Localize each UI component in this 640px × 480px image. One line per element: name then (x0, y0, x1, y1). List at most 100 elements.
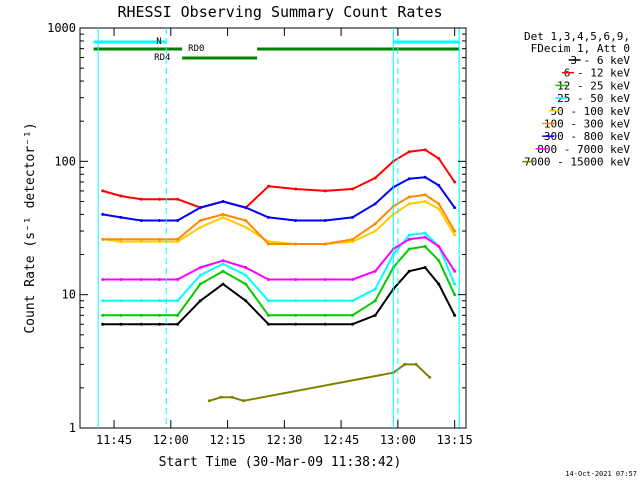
series-point (101, 237, 105, 241)
series-line (209, 363, 431, 402)
series-point (244, 265, 248, 269)
series-point (157, 237, 161, 241)
series-point (453, 206, 457, 210)
series-point (437, 282, 441, 286)
series-point (437, 157, 441, 161)
series-line (102, 245, 456, 317)
series-point (407, 237, 411, 241)
series-point (139, 299, 143, 303)
series-point (119, 194, 123, 198)
series-point (207, 399, 211, 403)
x-tick-label: 12:45 (323, 433, 359, 447)
series-point (157, 299, 161, 303)
series-line (102, 200, 456, 245)
series-point (437, 183, 441, 187)
legend-entry: 50 - 100 keV (551, 105, 631, 118)
series-point (157, 197, 161, 201)
series-line (102, 232, 456, 302)
x-tick-label: 12:00 (153, 433, 189, 447)
series-point (407, 269, 411, 273)
series-point (437, 244, 441, 248)
series-point (453, 180, 457, 184)
series-point (428, 375, 432, 379)
series-point (350, 299, 354, 303)
series-point (453, 313, 457, 317)
series-point (294, 322, 298, 326)
y-tick-label: 100 (54, 154, 76, 168)
series-point (198, 299, 202, 303)
timestamp: 14-Oct-2021 07:57 (565, 470, 637, 478)
series-point (294, 313, 298, 317)
series-point (423, 199, 427, 203)
series-point (266, 322, 270, 326)
series-point (323, 277, 327, 281)
series-point (350, 215, 354, 219)
series-point (437, 259, 441, 263)
legend-entry: 12 - 25 keV (557, 79, 630, 92)
series-point (423, 265, 427, 269)
series-point (244, 206, 248, 210)
vertical-lines (97, 28, 460, 428)
y-tick-label: 10 (62, 288, 76, 302)
series-line (102, 236, 456, 281)
legend-entry: 25 - 50 keV (557, 92, 630, 105)
series-point (221, 259, 225, 263)
series-point (221, 199, 225, 203)
series-point (350, 322, 354, 326)
series-point (198, 265, 202, 269)
status-bar-label: N (156, 37, 161, 47)
status-bar-label: RD0 (188, 44, 204, 54)
series-point (453, 233, 457, 237)
series-point (119, 313, 123, 317)
series-point (294, 187, 298, 191)
tick-layer: 1 10 100 1000 11:45 12:00 12:15 12:30 12:45 13:00… (47, 21, 473, 447)
series-point (221, 269, 225, 273)
series-point (244, 225, 248, 229)
series-point (221, 282, 225, 286)
series-point (266, 242, 270, 246)
series-point (350, 240, 354, 244)
series-point (230, 395, 234, 399)
legend-entry: 3 - 6 keV (570, 54, 630, 67)
series-point (176, 322, 180, 326)
series-point (373, 313, 377, 317)
series-point (101, 277, 105, 281)
x-tick-label: 13:15 (437, 433, 473, 447)
status-bar-label: RD4 (154, 53, 170, 63)
series-point (139, 237, 143, 241)
series-point (453, 269, 457, 273)
series-line (102, 176, 456, 222)
x-tick-label: 12:15 (210, 433, 246, 447)
series-point (198, 206, 202, 210)
series-point (176, 218, 180, 222)
series-point (139, 277, 143, 281)
legend-header-line-2: FDecim 1, Att 0 (531, 42, 630, 55)
plot-area (79, 27, 467, 429)
series-point (423, 148, 427, 152)
series-point (101, 212, 105, 216)
series-point (266, 184, 270, 188)
series-point (101, 299, 105, 303)
series-point (119, 237, 123, 241)
series-point (119, 215, 123, 219)
series-point (373, 229, 377, 233)
series-layer (101, 148, 457, 403)
series-point (437, 207, 441, 211)
series-point (157, 313, 161, 317)
series-point (176, 299, 180, 303)
series-point (323, 322, 327, 326)
series-point (323, 242, 327, 246)
series-point (221, 212, 225, 216)
x-tick-label: 13:00 (380, 433, 416, 447)
series-point (373, 176, 377, 180)
series-point (323, 299, 327, 303)
series-line (102, 193, 456, 245)
status-bars: N RD0 RD4 (93, 37, 460, 63)
series-point (423, 193, 427, 197)
series-point (139, 218, 143, 222)
series-point (157, 218, 161, 222)
series-line (102, 266, 456, 326)
series-point (407, 233, 411, 237)
series-point (244, 299, 248, 303)
series-point (101, 313, 105, 317)
